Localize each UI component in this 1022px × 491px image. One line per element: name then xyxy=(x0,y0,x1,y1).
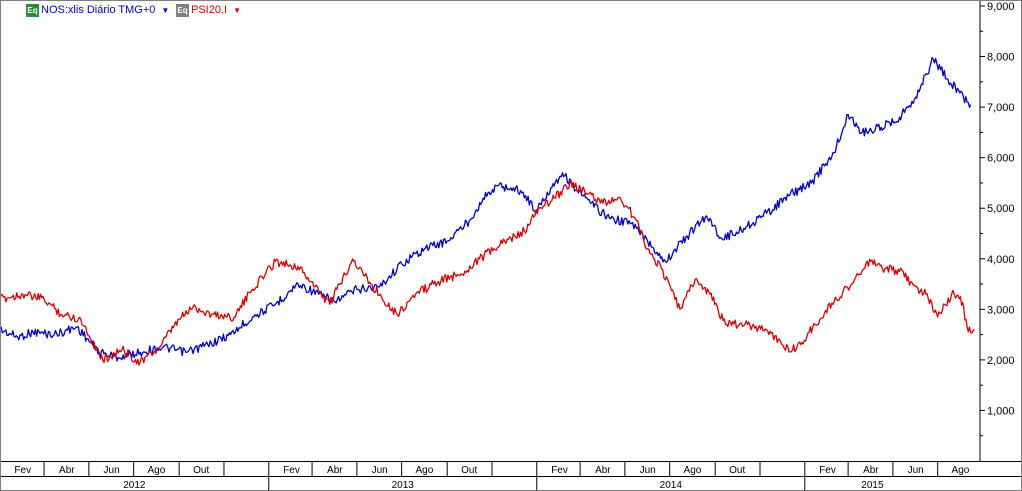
y-tick-label: 5,000 xyxy=(987,203,1015,215)
equity-badge-icon: Eq xyxy=(26,3,39,17)
x-month-label: Jun xyxy=(104,465,120,476)
x-month-label: Out xyxy=(193,465,209,476)
x-month-label: Fev xyxy=(819,465,836,476)
x-month-label: Ago xyxy=(684,465,702,476)
x-axis: Fev Abr Jun Ago Out Fev Abr Jun Ago Out Fev Abr Jun A… xyxy=(0,461,1022,491)
y-tick-label: 3,000 xyxy=(987,304,1015,316)
legend-series-nos[interactable]: Eq NOS:xlis Diário TMG+0 ▼ xyxy=(26,3,169,17)
dropdown-arrow-icon[interactable]: ▼ xyxy=(161,5,170,15)
x-month-label: Jun xyxy=(372,465,388,476)
series-line-1[interactable] xyxy=(0,56,972,362)
x-month-label: Fev xyxy=(14,465,31,476)
y-tick-label: 4,000 xyxy=(987,254,1015,266)
x-month-label: Abr xyxy=(59,465,75,476)
equity-badge-icon: Eq xyxy=(176,3,189,17)
x-month-label: Abr xyxy=(863,465,879,476)
x-year-label: 2015 xyxy=(861,480,884,491)
y-axis: 1,000 2,000 3,000 4,000 5,000 6,000 7,000 8,000… xyxy=(980,1,1015,437)
x-month-label: Abr xyxy=(595,465,611,476)
x-month-label: Out xyxy=(729,465,745,476)
y-tick-label: 1,000 xyxy=(987,405,1015,417)
y-tick-label: 8,000 xyxy=(987,52,1015,64)
x-month-label: Ago xyxy=(148,465,166,476)
x-month-label: Jun xyxy=(640,465,656,476)
x-year-label: 2014 xyxy=(660,480,683,491)
series-line-2[interactable] xyxy=(0,179,975,366)
x-month-label: Abr xyxy=(327,465,343,476)
y-tick-label: 2,000 xyxy=(987,355,1015,367)
x-year-label: 2013 xyxy=(392,480,415,491)
x-month-label: Fev xyxy=(283,465,300,476)
x-month-label: Out xyxy=(461,465,477,476)
series-layer xyxy=(0,56,975,366)
x-month-label: Jun xyxy=(908,465,924,476)
y-tick-label: 9,000 xyxy=(987,1,1015,13)
legend-label-nos: NOS:xlis Diário TMG+0 xyxy=(41,4,156,16)
x-month-label: Ago xyxy=(416,465,434,476)
y-tick-label: 7,000 xyxy=(987,102,1015,114)
x-month-label: Ago xyxy=(952,465,970,476)
legend-label-psi20: PSI20.I xyxy=(191,4,228,16)
x-year-label: 2012 xyxy=(123,480,146,491)
x-month-label: Fev xyxy=(551,465,568,476)
y-tick-label: 6,000 xyxy=(987,153,1015,165)
dropdown-arrow-icon[interactable]: ▼ xyxy=(233,5,241,15)
legend-series-psi20[interactable]: Eq PSI20.I ▼ xyxy=(176,3,241,17)
